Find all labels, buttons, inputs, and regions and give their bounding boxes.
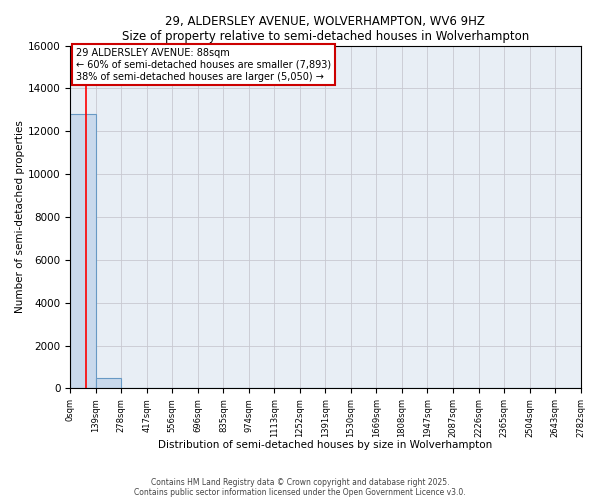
Text: 29 ALDERSLEY AVENUE: 88sqm
← 60% of semi-detached houses are smaller (7,893)
38%: 29 ALDERSLEY AVENUE: 88sqm ← 60% of semi… (76, 48, 331, 82)
Y-axis label: Number of semi-detached properties: Number of semi-detached properties (15, 120, 25, 314)
Bar (70, 114, 96, 388)
Text: Contains HM Land Registry data © Crown copyright and database right 2025.
Contai: Contains HM Land Registry data © Crown c… (134, 478, 466, 497)
Title: 29, ALDERSLEY AVENUE, WOLVERHAMPTON, WV6 9HZ
Size of property relative to semi-d: 29, ALDERSLEY AVENUE, WOLVERHAMPTON, WV6… (122, 15, 529, 43)
X-axis label: Distribution of semi-detached houses by size in Wolverhampton: Distribution of semi-detached houses by … (158, 440, 493, 450)
Bar (96, 378, 121, 388)
